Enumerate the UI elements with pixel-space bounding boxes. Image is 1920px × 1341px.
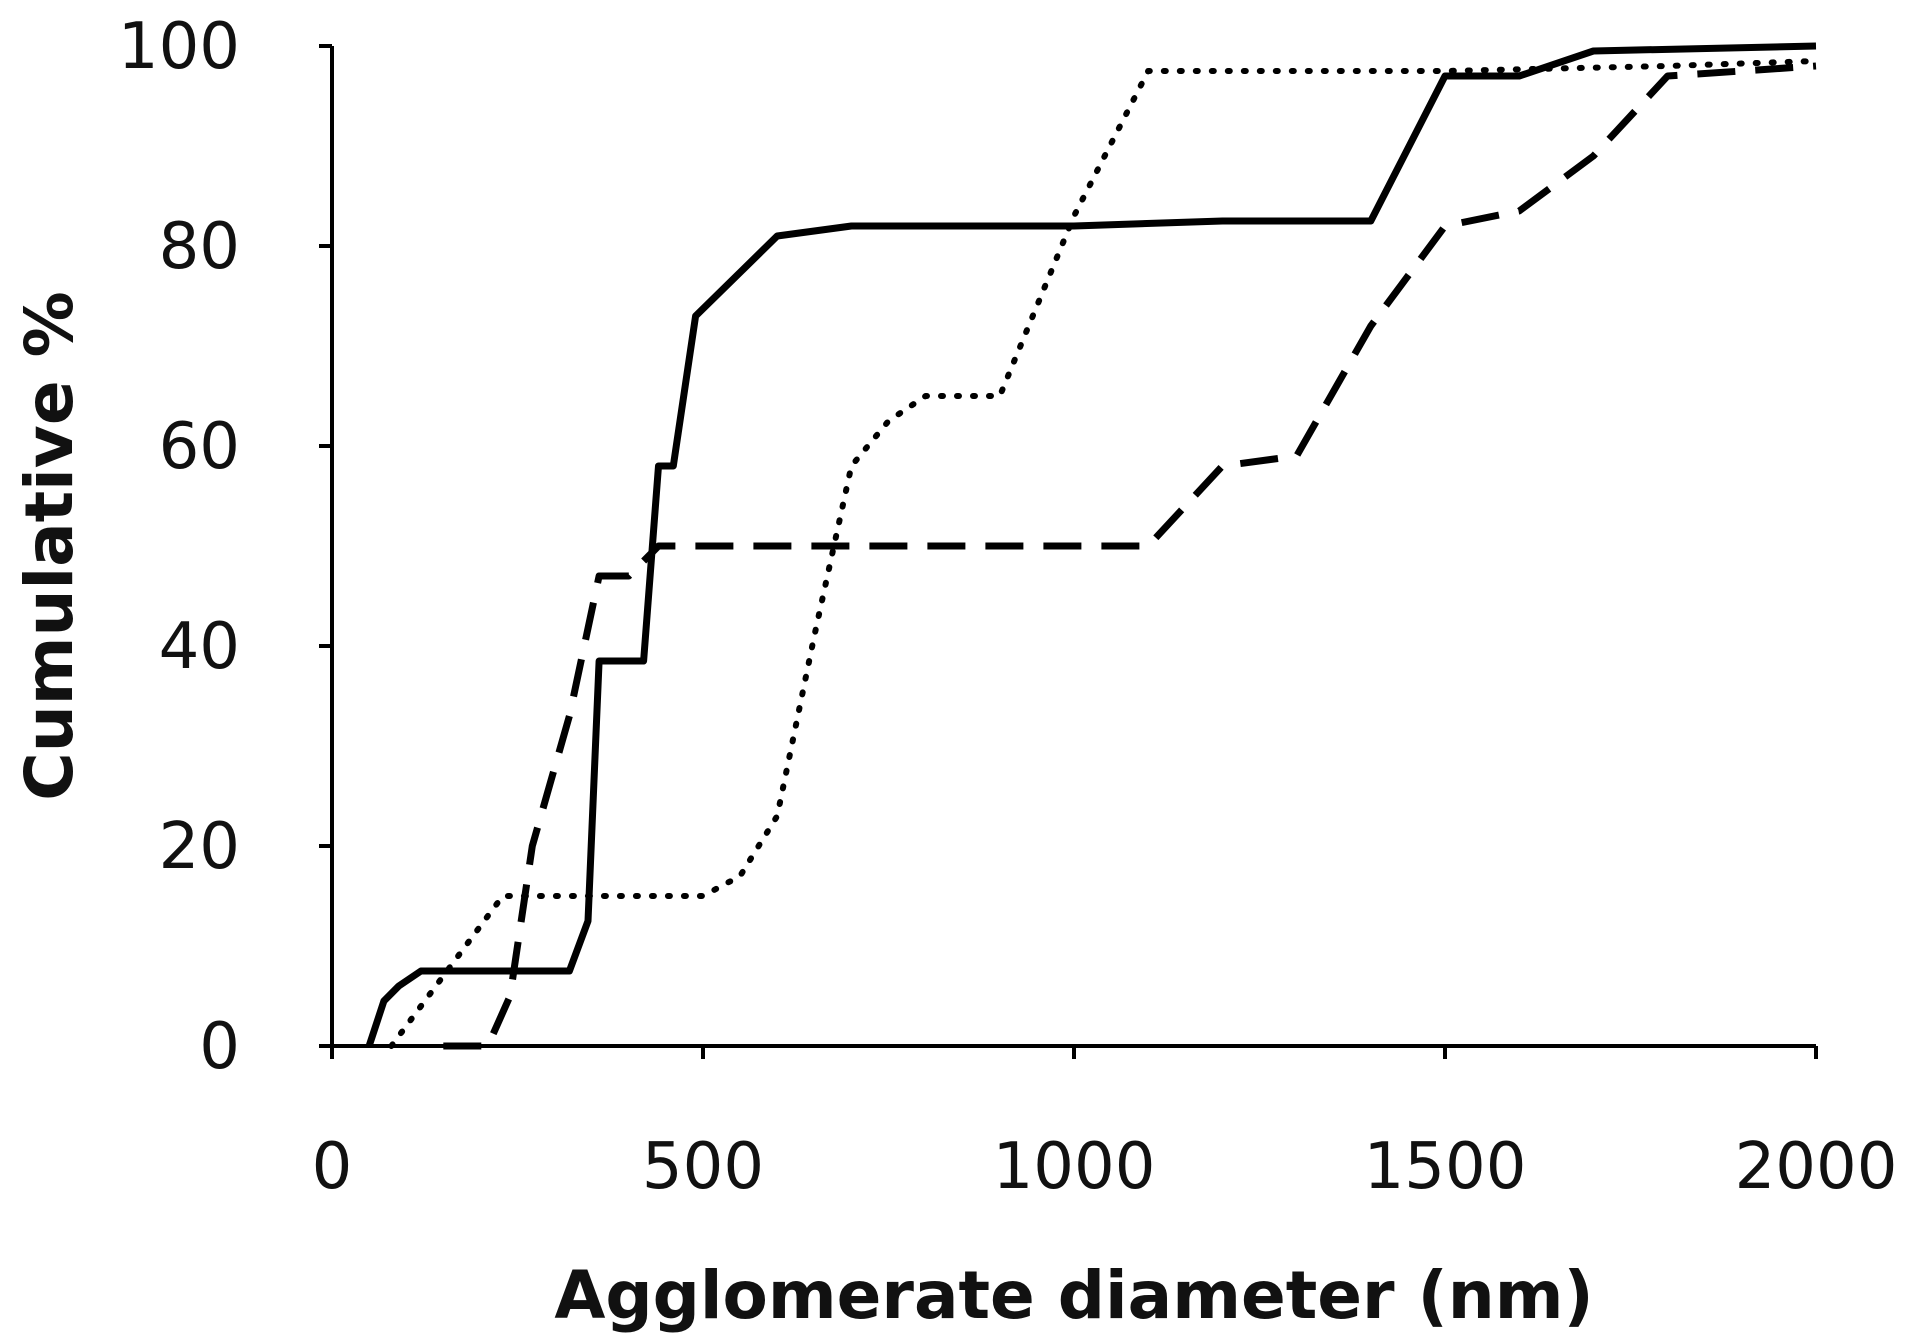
y-tick-label: 60	[159, 410, 240, 484]
series-layer	[365, 42, 1819, 1050]
y-tick-label: 20	[159, 810, 240, 884]
x-tick-label: 0	[312, 1130, 353, 1204]
y-tick-label: 80	[159, 210, 240, 284]
series-line-dashed	[443, 62, 1817, 1050]
y-axis-title: Cumulative %	[11, 291, 88, 800]
series-line-dotted	[388, 58, 1819, 1049]
series-line-solid	[365, 42, 1817, 1048]
x-tick-label: 2000	[1735, 1130, 1898, 1204]
y-tick-label: 100	[118, 10, 240, 84]
y-tick-label: 40	[159, 610, 240, 684]
x-tick-label: 1000	[993, 1130, 1156, 1204]
x-tick-label: 500	[642, 1130, 764, 1204]
x-axis-title: Agglomerate diameter (nm)	[554, 1257, 1593, 1334]
x-tick-label: 1500	[1364, 1130, 1527, 1204]
y-tick-label: 0	[199, 1010, 240, 1084]
